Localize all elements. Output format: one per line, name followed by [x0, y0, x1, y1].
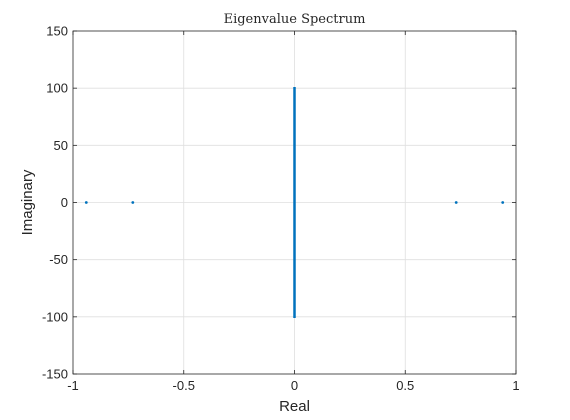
eigenvalue-point: [454, 201, 458, 204]
x-tick-label: 0.5: [396, 378, 414, 393]
y-tick-label: -50: [49, 252, 68, 267]
data-series: [84, 87, 505, 318]
y-tick-label: 150: [46, 24, 68, 39]
eigenvalue-point: [84, 201, 88, 204]
y-axis-label: Imaginary: [19, 169, 36, 235]
eigenvalue-point: [131, 201, 135, 204]
eigenvalue-point: [501, 201, 505, 204]
y-tick-label: 50: [54, 138, 68, 153]
x-tick-label: -1: [67, 378, 79, 393]
x-tick-label: 0: [291, 378, 298, 393]
y-tick-label: 0: [61, 195, 68, 210]
chart-title: Eigenvalue Spectrum: [224, 12, 366, 27]
ticks: -1 -0.5 0 0.5 1 -150 -100 -50 0 50 100 150: [42, 24, 520, 394]
x-axis-label: Real: [279, 398, 310, 415]
x-tick-label: -0.5: [173, 378, 195, 393]
x-tick-label: 1: [512, 378, 519, 393]
y-tick-label: -100: [42, 309, 68, 324]
y-tick-label: -150: [42, 367, 68, 382]
y-tick-label: 100: [46, 81, 68, 96]
